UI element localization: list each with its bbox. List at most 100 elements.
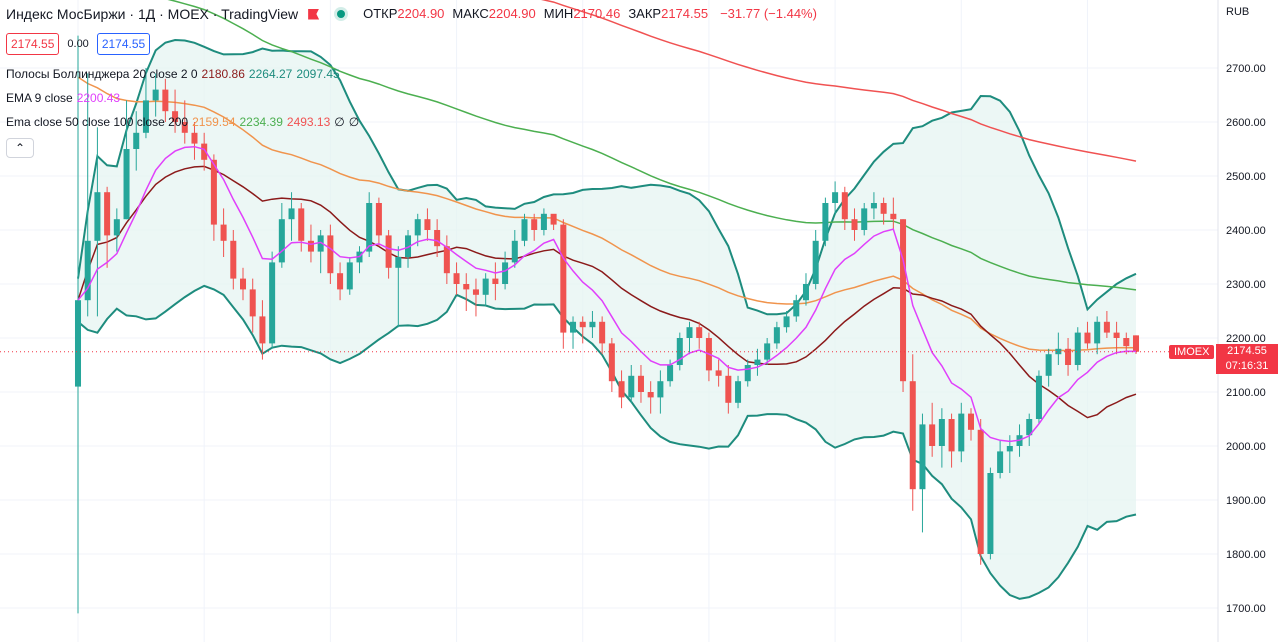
ema-empty-1: ∅ — [334, 115, 345, 129]
high-value: 2204.90 — [488, 6, 536, 21]
candle — [1045, 348, 1052, 387]
candle — [521, 213, 528, 247]
candle — [735, 375, 742, 409]
candle — [531, 213, 538, 241]
candle — [802, 273, 809, 306]
candle — [152, 73, 159, 117]
candle — [560, 219, 567, 349]
candle — [570, 316, 577, 349]
candle — [589, 311, 596, 338]
candle — [793, 294, 800, 322]
candle — [172, 89, 179, 133]
candle — [191, 122, 198, 160]
candle — [249, 278, 256, 333]
candle — [608, 338, 615, 392]
candle — [74, 35, 82, 614]
legend-title-row: Индекс МосБиржи · 1Д · MOEX · TradingVie… — [6, 6, 817, 22]
candle — [1065, 338, 1072, 376]
candle — [434, 219, 441, 257]
y-tick-label: 2300.00 — [1226, 279, 1266, 291]
close-value: 2174.55 — [661, 6, 709, 21]
bollinger-basis — [77, 165, 1137, 419]
candle — [938, 408, 945, 468]
bollinger-fill — [78, 40, 1136, 599]
candle — [463, 273, 470, 311]
candle — [579, 316, 586, 344]
candle — [337, 262, 344, 301]
candle — [492, 262, 499, 301]
candle — [550, 213, 557, 230]
ema200-value: 2493.13 — [286, 115, 331, 129]
legend: Индекс МосБиржи · 1Д · MOEX · TradingVie… — [6, 6, 817, 158]
candle — [783, 311, 790, 333]
candle — [997, 440, 1004, 479]
change-value: −31.77 (−1.44%) — [720, 6, 817, 21]
y-tick-label: 2400.00 — [1226, 225, 1266, 237]
candle — [1084, 321, 1091, 349]
candle — [773, 321, 780, 349]
candle — [210, 154, 217, 241]
candle — [861, 203, 868, 236]
candle — [424, 208, 431, 241]
bollinger-upper — [77, 38, 1137, 316]
candle — [113, 208, 120, 252]
candle — [754, 348, 761, 376]
candle — [298, 203, 305, 252]
ema100-line — [167, 0, 1137, 291]
candle — [259, 300, 266, 360]
candle — [142, 68, 149, 139]
candle — [1026, 413, 1033, 446]
candle — [84, 73, 91, 317]
candle — [676, 332, 683, 371]
ema50-line — [77, 76, 1137, 352]
symbol-title[interactable]: Индекс МосБиржи · 1Д · MOEX · TradingVie… — [6, 6, 299, 22]
buy-price-box[interactable]: 2174.55 — [96, 33, 151, 55]
candle — [540, 208, 547, 236]
ema-empty-2: ∅ — [348, 115, 360, 129]
sell-price-box[interactable]: 2174.55 — [6, 33, 60, 55]
y-tick-label: 1900.00 — [1226, 495, 1266, 507]
ema-multi-legend[interactable]: Ema close 50 close 100 close 200 2159.54… — [6, 114, 817, 130]
open-label: ОТКР — [363, 6, 398, 21]
candle — [472, 278, 479, 317]
candle — [832, 181, 839, 214]
candle — [880, 197, 887, 225]
ema100-value: 2234.39 — [239, 115, 283, 129]
bollinger-legend[interactable]: Полосы Боллинджера 20 close 2 0 2180.86 … — [6, 66, 817, 82]
candle — [405, 230, 412, 268]
candle — [94, 127, 101, 317]
candle — [618, 370, 625, 409]
candle — [725, 365, 732, 414]
candle — [948, 413, 955, 468]
bollinger-basis-value: 2180.86 — [201, 67, 245, 81]
candle — [686, 321, 693, 355]
candle — [841, 186, 848, 230]
y-tick-label: 1800.00 — [1226, 549, 1266, 561]
candle — [346, 257, 353, 295]
candle — [764, 338, 771, 365]
candle — [909, 354, 916, 511]
candle — [443, 235, 450, 284]
candle — [599, 316, 606, 355]
market-status-icon[interactable] — [337, 10, 346, 18]
candle — [812, 230, 819, 290]
candle — [1074, 327, 1081, 371]
candle — [220, 208, 227, 257]
ema9-value: 2200.43 — [76, 91, 121, 105]
candle — [123, 100, 130, 220]
y-tick-label: 2100.00 — [1226, 387, 1266, 399]
last-price-tag: 2174.55 07:16:31 — [1216, 344, 1278, 374]
candle — [230, 230, 237, 290]
candle — [822, 197, 829, 247]
candle — [1103, 311, 1110, 338]
candle — [375, 197, 382, 247]
ema9-legend[interactable]: EMA 9 close 2200.43 — [6, 90, 817, 106]
price-axis: 1700.00 1800.00 1900.00 2000.00 2100.00 2200.… — [1226, 63, 1266, 615]
flag-icon[interactable] — [308, 8, 320, 20]
ema-multi-label: Ema close 50 close 100 close 200 — [6, 115, 189, 129]
candle — [482, 273, 489, 306]
collapse-legend-icon[interactable]: ⌃ — [6, 138, 34, 158]
candle — [181, 100, 188, 144]
candle — [890, 197, 897, 230]
